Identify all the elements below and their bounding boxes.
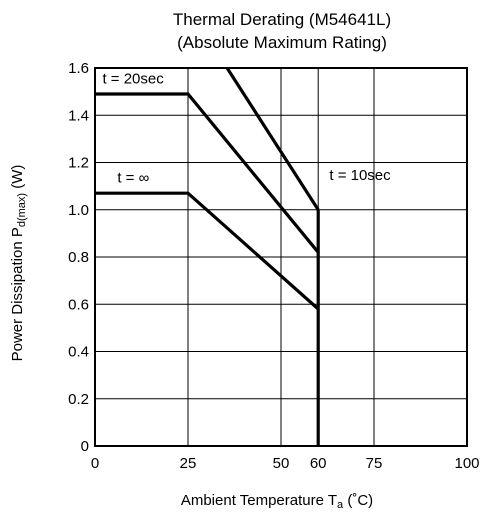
chart-title: Thermal Derating (M54641L): [173, 10, 391, 29]
y-tick-label: 0.8: [68, 249, 89, 266]
series-lines: [95, 67, 320, 446]
x-tick-label: 60: [310, 455, 327, 472]
x-tick-label: 25: [180, 455, 197, 472]
grid-lines: [94, 67, 468, 447]
tick-labels: 0 25 50 60 75 100 0 0.2 0.4 0.6 0.8 1.0 1.2 1.4 1.6: [68, 60, 479, 472]
series-labels: t = 10sec t = 20sec t = ∞: [102, 70, 391, 186]
series-label-t: t = ∞: [117, 170, 149, 187]
y-tick-label: 0.6: [68, 296, 89, 313]
x-tick-label: 75: [366, 455, 383, 472]
x-tick-label: 0: [91, 455, 99, 472]
chart-subtitle: (Absolute Maximum Rating): [177, 33, 387, 52]
series-line-t-10sec: [225, 67, 320, 211]
y-tick-label: 0.4: [68, 344, 89, 361]
y-tick-label: 1.2: [68, 155, 89, 172]
y-tick-label: 0.2: [68, 391, 89, 408]
y-tick-label: 1.0: [68, 202, 89, 219]
series-label-t-20sec: t = 20sec: [102, 70, 164, 87]
plot-frame: [94, 67, 468, 447]
series-line-t-20sec: [95, 92, 320, 254]
x-tick-label: 50: [273, 455, 290, 472]
x-tick-label: 100: [454, 455, 479, 472]
y-tick-label: 1.4: [68, 107, 89, 124]
x-axis-label: Ambient Temperature Ta (˚C): [181, 492, 373, 511]
series-line-t: [95, 191, 320, 311]
series-label-t-10sec: t = 10sec: [329, 167, 391, 184]
y-tick-label: 1.6: [68, 60, 89, 77]
y-tick-label: 0: [81, 438, 89, 455]
y-axis-label: Power Dissipation Pd(max) (W): [9, 165, 28, 362]
